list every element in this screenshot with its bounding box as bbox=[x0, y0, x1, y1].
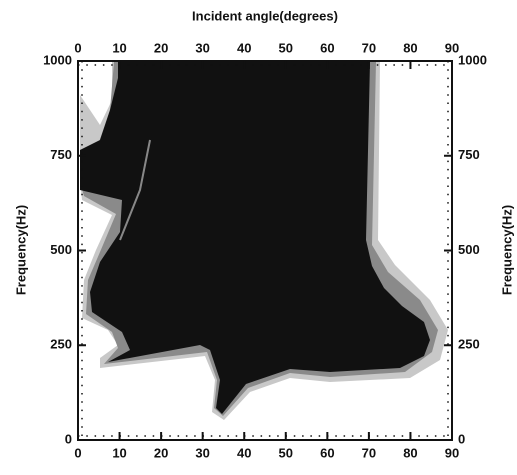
y2-tick-label: 750 bbox=[458, 147, 480, 162]
x-tick-label: 30 bbox=[195, 445, 209, 460]
x-tick-label: 10 bbox=[112, 445, 126, 460]
x-tick-label-top: 90 bbox=[445, 40, 459, 55]
y2-tick-label: 500 bbox=[458, 242, 480, 257]
x-tick-label-top: 10 bbox=[112, 40, 126, 55]
x-tick-label-top: 20 bbox=[154, 40, 168, 55]
y-axis-title: Frequency(Hz) bbox=[13, 205, 28, 295]
x-tick-label: 60 bbox=[320, 445, 334, 460]
y-tick-label: 1000 bbox=[43, 52, 72, 67]
x-tick-label: 0 bbox=[74, 445, 81, 460]
x-tick-label-top: 40 bbox=[237, 40, 251, 55]
x-tick-label-top: 30 bbox=[195, 40, 209, 55]
y-tick-label: 0 bbox=[65, 431, 72, 446]
x-tick-label-top: 80 bbox=[403, 40, 417, 55]
contour-fill bbox=[80, 62, 448, 420]
y2-tick-label: 250 bbox=[458, 337, 480, 352]
y-tick-label: 250 bbox=[50, 337, 72, 352]
y-tick-label: 500 bbox=[50, 242, 72, 257]
y2-tick-label: 1000 bbox=[458, 52, 487, 67]
y2-axis-title: Frequency(Hz) bbox=[499, 205, 514, 295]
x-tick-label: 90 bbox=[445, 445, 459, 460]
y2-tick-label: 0 bbox=[458, 431, 465, 446]
x-axis-title: Incident angle(degrees) bbox=[192, 8, 338, 23]
x-tick-label-top: 60 bbox=[320, 40, 334, 55]
x-tick-label-top: 0 bbox=[74, 40, 81, 55]
x-tick-label: 50 bbox=[279, 445, 293, 460]
x-tick-label-top: 70 bbox=[362, 40, 376, 55]
x-tick-label: 40 bbox=[237, 445, 251, 460]
y-tick-label: 750 bbox=[50, 147, 72, 162]
dark-region bbox=[80, 62, 430, 414]
x-tick-label: 20 bbox=[154, 445, 168, 460]
x-tick-label-top: 50 bbox=[279, 40, 293, 55]
light-streak bbox=[119, 139, 151, 241]
minor-ticks bbox=[78, 61, 452, 440]
x-tick-label: 80 bbox=[403, 445, 417, 460]
x-tick-label: 70 bbox=[362, 445, 376, 460]
